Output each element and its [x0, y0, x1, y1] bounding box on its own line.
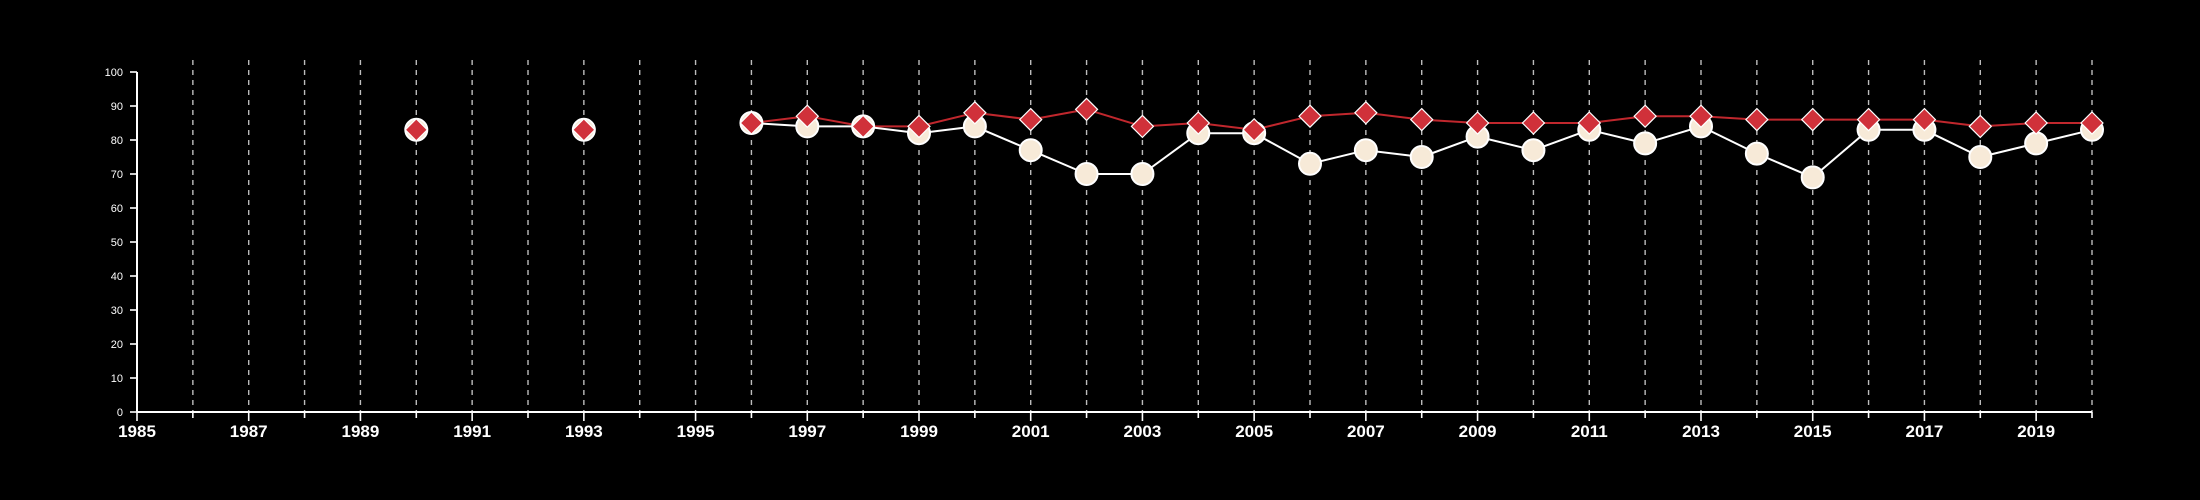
series-1-circle-point	[2024, 131, 2049, 156]
series-1-circle-point	[1018, 138, 1043, 163]
series-0-diamond-point	[1354, 100, 1378, 125]
x-tick-label: 2013	[1682, 422, 1720, 441]
grid-lines	[192, 60, 2093, 412]
series-0-diamond-point	[1856, 107, 1881, 132]
series-0-diamond-point	[1242, 117, 1266, 142]
series-0-diamond-point	[1577, 111, 1602, 135]
series-0-diamond-point	[795, 104, 820, 129]
series-group	[404, 97, 2104, 190]
series-0-diamond-point	[572, 117, 596, 142]
series-1-circle-point	[1633, 131, 1658, 156]
series-0-diamond-point	[851, 114, 875, 139]
series-0-diamond-point	[2024, 111, 2048, 135]
y-tick-label: 40	[111, 271, 123, 283]
y-tick-label: 30	[111, 305, 123, 317]
series-1-circle-point	[1409, 145, 1434, 169]
y-tick-label: 60	[111, 203, 123, 215]
x-tick-label: 2003	[1124, 422, 1162, 441]
y-tick-label: 90	[111, 101, 123, 113]
x-tick-label: 1987	[230, 422, 268, 441]
x-tick-label: 1999	[900, 422, 938, 441]
y-tick-label: 80	[111, 135, 123, 147]
series-0-diamond-point	[739, 111, 764, 135]
series-0-diamond-point	[1465, 111, 1490, 135]
y-tick-label: 70	[111, 169, 123, 181]
series-0-diamond-point	[907, 114, 931, 139]
y-tick-label: 0	[117, 407, 123, 419]
series-0-diamond-point	[2080, 111, 2104, 135]
series-0-diamond-point	[1186, 111, 1211, 135]
x-tick-label: 2015	[1794, 422, 1832, 441]
series-1-circle-point	[1521, 138, 1546, 163]
x-tick-label: 1989	[342, 422, 380, 441]
x-tick-label: 1995	[677, 422, 715, 441]
series-0-diamond-point	[1130, 114, 1155, 139]
y-tick-label: 10	[111, 373, 123, 385]
series-0-diamond-point	[1800, 107, 1825, 132]
x-tick-label: 1997	[788, 422, 826, 441]
series-0-diamond-point	[1689, 104, 1713, 129]
x-tick-label: 2017	[1906, 422, 1944, 441]
series-0-diamond-point	[1409, 107, 1434, 132]
series-0-diamond-point	[1298, 104, 1322, 129]
x-tick-label: 2019	[2017, 422, 2055, 441]
series-0-line-segment	[1086, 108, 1143, 128]
series-0-diamond-point	[963, 100, 987, 125]
series-1-circle-point	[1353, 138, 1378, 163]
series-1-circle-point	[1130, 162, 1155, 186]
series-1-line-segment	[1812, 129, 1870, 179]
series-1-circle-point	[1744, 141, 1769, 166]
axes: 1985 1987 1989 1991 1993 1995 1997 1999 2001 2003…	[105, 67, 2093, 441]
x-tick-label: 2011	[1571, 422, 1608, 441]
x-tick-label: 1991	[453, 422, 491, 441]
series-1-circle-point	[1800, 165, 1825, 190]
series-0-diamond-point	[1074, 97, 1099, 122]
x-tick-label: 2005	[1235, 422, 1273, 441]
y-tick-label: 100	[105, 67, 123, 79]
series-1-circle-point	[1968, 145, 1993, 169]
y-tick-label: 20	[111, 339, 123, 351]
series-1-circle-point	[1298, 151, 1322, 176]
x-tick-label: 2007	[1347, 422, 1385, 441]
series-0-diamond-point	[1745, 107, 1769, 132]
series-0-diamond-point	[1912, 107, 1937, 132]
series-0-diamond-point	[1018, 107, 1043, 132]
y-tick-label: 50	[111, 237, 123, 249]
x-tick-label: 2009	[1459, 422, 1497, 441]
series-0-diamond-point	[1633, 104, 1657, 129]
series-0-diamond-point	[404, 117, 429, 142]
series-0-diamond-point	[1521, 111, 1546, 135]
x-tick-label: 1985	[118, 422, 156, 441]
x-tick-label: 2001	[1012, 422, 1050, 441]
series-0-diamond-point	[1968, 114, 1993, 139]
x-tick-label: 1993	[565, 422, 603, 441]
series-1-circle-point	[1074, 162, 1099, 186]
